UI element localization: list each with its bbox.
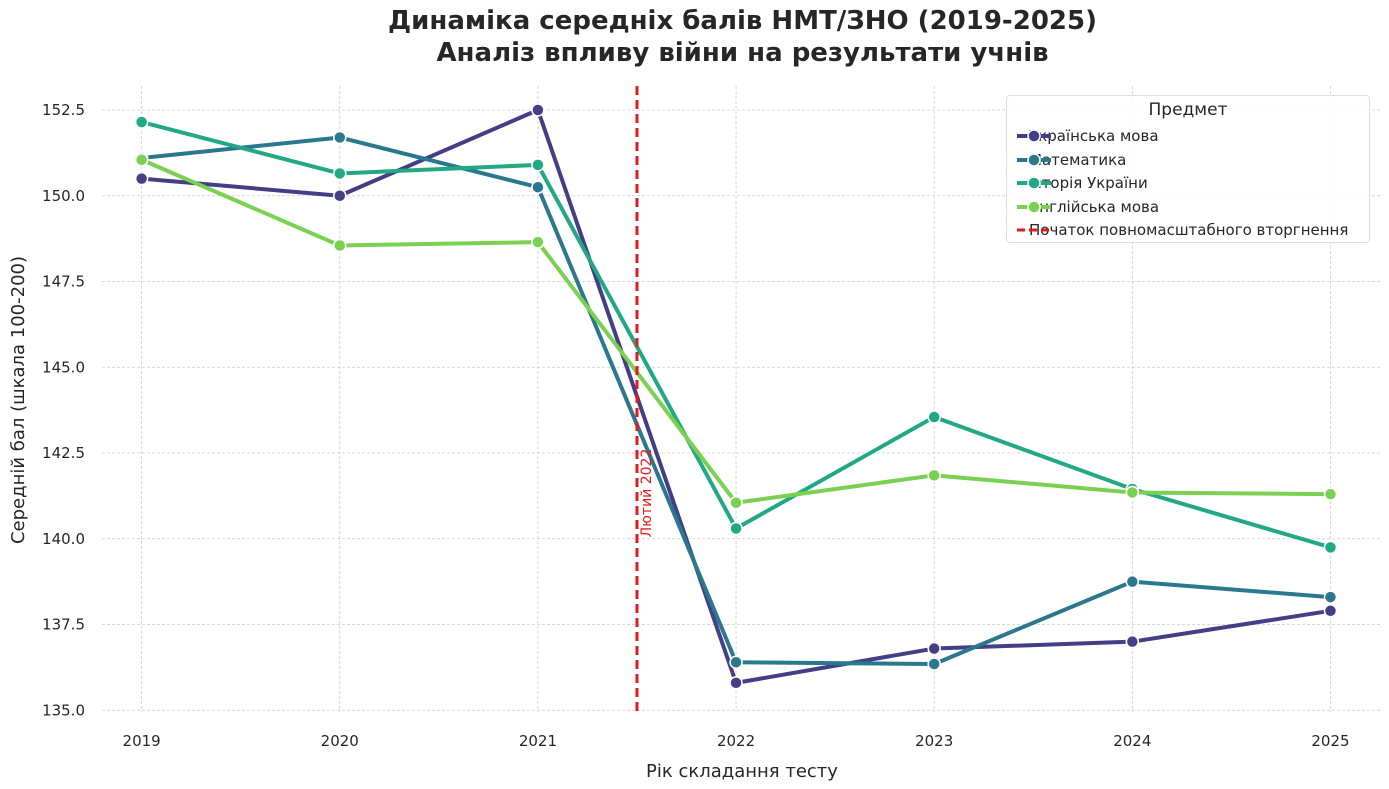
data-point: [333, 166, 347, 181]
data-point: [729, 676, 743, 690]
x-tick-label: 2020: [321, 732, 359, 750]
legend-label: Математика: [1029, 150, 1127, 169]
y-axis-ticks: 135.0 137.5 140.0 142.5 145.0 147.5 150.0 152.5: [42, 101, 85, 719]
legend-item: Початок повномасштабного вторгнення: [1015, 219, 1348, 241]
legend-label: Історія України: [1029, 174, 1148, 192]
y-tick-label: 147.5: [42, 273, 85, 291]
data-point: [531, 158, 545, 172]
x-tick-label: 2022: [717, 732, 755, 750]
chart-title-line1: Динаміка середніх балів НМТ/ЗНО (2019-20…: [388, 6, 1097, 36]
y-tick-label: 142.5: [42, 444, 85, 462]
x-tick-label: 2024: [1113, 732, 1151, 750]
data-point: [1323, 540, 1338, 555]
data-point: [1125, 634, 1140, 649]
data-point: [134, 171, 149, 186]
series-group: [134, 103, 1338, 690]
y-tick-label: 145.0: [42, 358, 85, 376]
data-point: [531, 235, 545, 249]
event-annotation: Лютий 2022: [639, 449, 655, 538]
x-axis-ticks: 2019 2020 2021 2022 2023 2024 2025: [123, 732, 1350, 750]
legend-title: Предмет: [1148, 100, 1228, 120]
data-point: [927, 657, 941, 671]
y-tick-label: 152.5: [42, 101, 85, 119]
data-point: [1323, 487, 1338, 501]
legend-item: Математика: [1015, 149, 1126, 171]
data-point: [927, 410, 941, 424]
data-point: [729, 496, 743, 510]
data-point: [134, 152, 149, 167]
data-point: [531, 103, 545, 117]
y-tick-label: 135.0: [42, 701, 85, 719]
legend-item: Історія України: [1015, 172, 1148, 194]
legend-label: Початок повномасштабного вторгнення: [1029, 221, 1349, 239]
y-axis-label: Середній бал (шкала 100-200): [8, 256, 29, 544]
legend-label: Українська мова: [1029, 127, 1159, 145]
data-point: [531, 180, 545, 194]
series-2: [134, 130, 1338, 671]
y-tick-label: 150.0: [42, 187, 85, 205]
legend: Предмет Українська мова Математика Історія…: [1006, 95, 1370, 243]
data-point: [729, 655, 743, 670]
chart-title-line2: Аналіз впливу війни на результати учнів: [436, 38, 1049, 68]
legend-swatch: [1017, 199, 1051, 214]
legend-swatch: [1017, 228, 1051, 232]
y-tick-label: 140.0: [42, 530, 85, 548]
data-point: [333, 238, 347, 253]
y-tick-label: 137.5: [42, 616, 85, 634]
data-point: [1323, 590, 1338, 604]
data-point: [1125, 485, 1140, 500]
data-point: [333, 189, 347, 203]
legend-swatch: [1017, 152, 1051, 167]
data-point: [927, 641, 941, 656]
data-point: [927, 468, 941, 483]
legend-item: Англійська мова: [1015, 196, 1159, 218]
data-point: [134, 115, 149, 129]
legend-label: Англійська мова: [1029, 197, 1160, 216]
data-point: [1323, 604, 1338, 618]
x-tick-label: 2025: [1311, 732, 1349, 750]
x-tick-label: 2023: [915, 732, 953, 750]
x-tick-label: 2021: [519, 732, 557, 750]
data-point: [1125, 574, 1140, 589]
x-tick-label: 2019: [123, 732, 161, 750]
legend-swatch: [1017, 176, 1051, 190]
legend-swatch: [1017, 129, 1051, 143]
series-4: [134, 152, 1338, 510]
event-marker: Лютий 2022: [635, 86, 655, 712]
series-1: [134, 103, 1338, 690]
data-point: [729, 521, 743, 536]
x-axis-label: Рік складання тесту: [646, 761, 838, 782]
legend-item: Українська мова: [1015, 125, 1159, 147]
data-point: [333, 130, 347, 145]
